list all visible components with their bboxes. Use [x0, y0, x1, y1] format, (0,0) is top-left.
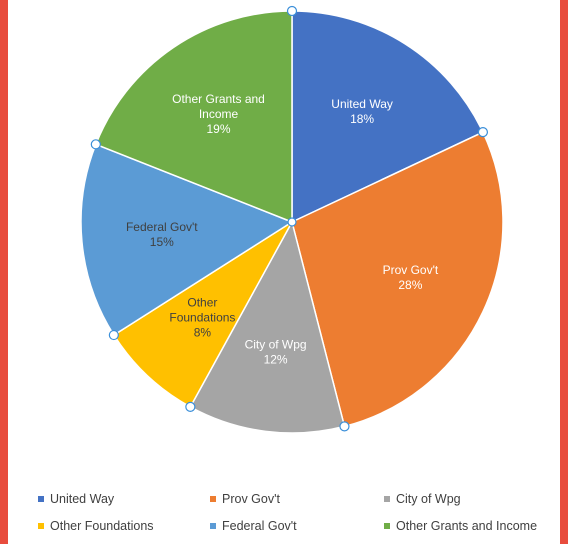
data-label-line: Income — [199, 107, 239, 121]
center-selection-handle[interactable] — [287, 217, 297, 227]
selection-handle[interactable] — [90, 139, 101, 150]
pie-slice-other-grants-and-income[interactable] — [94, 10, 293, 224]
selection-handle[interactable] — [108, 329, 119, 341]
pie-chart[interactable]: United Way 18% Prov Gov't 28% City of Wpg 12%… — [8, 0, 560, 544]
pie-slice-federal-govt[interactable] — [80, 143, 294, 337]
data-label-federal-govt: Federal Gov't 15% — [126, 220, 198, 249]
data-label-line: Foundations — [169, 310, 235, 324]
pie-slice-united-way[interactable] — [291, 10, 484, 224]
data-label-line: 18% — [350, 112, 374, 126]
data-label-city-of-wpg: City of Wpg 12% — [245, 337, 307, 366]
selection-handle[interactable] — [286, 5, 298, 17]
selection-handle[interactable] — [477, 127, 489, 138]
data-label-line: 28% — [398, 278, 422, 292]
data-label-line: 15% — [150, 235, 174, 249]
data-label-line: Other — [187, 295, 217, 309]
data-label-other-grants-and-income: Other Grants and Income 19% — [172, 92, 265, 136]
chart-area[interactable]: United Way 18% Prov Gov't 28% City of Wpg 12%… — [8, 0, 560, 544]
pie-slice-prov-govt[interactable] — [291, 131, 504, 428]
data-label-united-way: United Way 18% — [331, 97, 393, 126]
data-label-line: United Way — [331, 97, 393, 111]
data-label-line: 12% — [264, 352, 288, 366]
data-label-prov-govt: Prov Gov't 28% — [383, 263, 439, 292]
data-label-line: 19% — [206, 122, 230, 136]
data-label-line: Other Grants and — [172, 92, 265, 106]
selection-handle[interactable] — [339, 421, 350, 432]
data-label-other-foundations: Other Foundations 8% — [169, 295, 235, 339]
selection-handle[interactable] — [185, 401, 196, 412]
data-label-line: 8% — [194, 325, 212, 339]
data-label-line: City of Wpg — [245, 337, 307, 351]
data-label-line: Federal Gov't — [126, 220, 198, 234]
data-label-line: Prov Gov't — [383, 263, 439, 277]
pie-slice-city-of-wpg[interactable] — [189, 219, 346, 434]
